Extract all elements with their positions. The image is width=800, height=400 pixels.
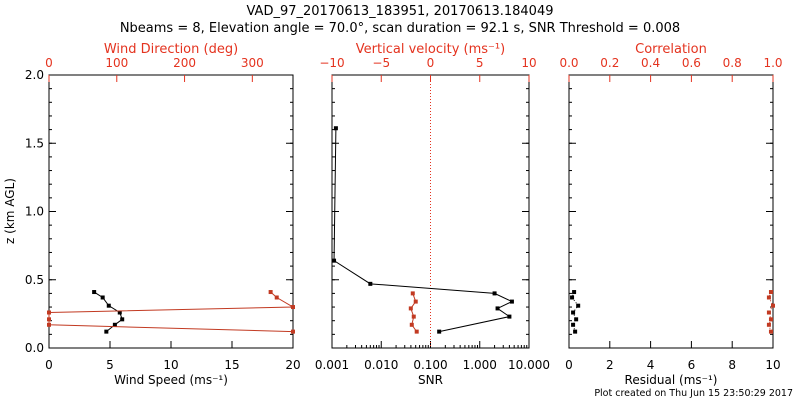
y-axis-label: z (km AGL) xyxy=(3,178,17,244)
wind-wind-speed-point xyxy=(92,290,97,295)
wind-wind-speed-point xyxy=(117,310,122,315)
snr-snr-point xyxy=(492,291,497,296)
panel-residual: 0 2 4 6 8 10 Residual (ms⁻¹) 0.0 0.2 0.4 0.6 0.8 1.0… xyxy=(559,42,782,387)
snr-snr-point xyxy=(437,329,442,334)
y-tick-label: 2.0 xyxy=(25,68,44,82)
top-tick-label: 300 xyxy=(241,56,264,70)
residual-residual-point xyxy=(572,290,577,295)
snr-snr-line xyxy=(333,128,514,333)
top-axis-label: Wind Direction (deg) xyxy=(104,42,238,57)
wind-frame xyxy=(48,74,294,349)
snr-vertical-velocity-point xyxy=(413,299,418,304)
wind-wind-speed-point xyxy=(106,303,111,308)
y-tick-label: 0.0 xyxy=(25,341,44,355)
wind-wind-direction-point xyxy=(268,290,273,295)
wind-wind-direction-point xyxy=(291,305,295,310)
residual-frame xyxy=(568,74,774,349)
top-tick-label: 0.6 xyxy=(682,56,701,70)
snr-vertical-velocity-point xyxy=(409,322,414,327)
x-axis-label: SNR xyxy=(418,373,443,387)
x-tick-label: 1.000 xyxy=(463,358,497,372)
snr-vertical-velocity-point xyxy=(410,291,415,296)
snr-snr-point xyxy=(495,306,500,311)
snr-snr-point xyxy=(368,281,373,286)
top-tick-label: 200 xyxy=(173,56,196,70)
x-tick-label: 5 xyxy=(106,358,114,372)
top-axis-label: Correlation xyxy=(635,42,707,57)
y-tick-label: 1.0 xyxy=(25,205,44,219)
wind-wind-direction-point xyxy=(274,295,279,300)
snr-snr-point xyxy=(332,258,337,263)
residual-correlation-point xyxy=(768,329,773,334)
residual-correlation-point xyxy=(768,290,773,295)
panel-snr: 0.001 0.010 0.100 1.000 10.000 SNR −10 −5 0 5 10 Ve… xyxy=(315,42,550,387)
wind-wind-direction-point xyxy=(47,322,51,327)
top-tick-label: 0 xyxy=(427,56,435,70)
x-tick-label: 20 xyxy=(285,358,300,372)
x-tick-label: 0 xyxy=(565,358,573,372)
residual-residual-point xyxy=(576,303,581,308)
x-axis-label: Wind Speed (ms⁻¹) xyxy=(114,373,228,387)
plot-created-note: Plot created on Thu Jun 15 23:50:29 2017 xyxy=(594,388,793,399)
residual-residual-point xyxy=(571,310,576,315)
figure-subtitle: Nbeams = 8, Elevation angle = 70.0°, sca… xyxy=(120,21,680,36)
top-tick-label: 0.8 xyxy=(723,56,742,70)
top-tick-label: 100 xyxy=(105,56,128,70)
top-tick-label: 0.2 xyxy=(600,56,619,70)
top-tick-label: 0.4 xyxy=(641,56,660,70)
top-tick-label: 10 xyxy=(521,56,536,70)
top-tick-label: 5 xyxy=(476,56,484,70)
x-tick-label: 6 xyxy=(688,358,696,372)
wind-wind-speed-point xyxy=(112,322,117,327)
x-tick-label: 0.010 xyxy=(364,358,398,372)
x-axis-label: Residual (ms⁻¹) xyxy=(625,373,718,387)
snr-vertical-velocity-point xyxy=(414,329,419,334)
x-tick-label: 0 xyxy=(45,358,53,372)
figure-title: VAD_97_20170613_183951, 20170613.184049 xyxy=(247,4,554,19)
top-tick-label: 1.0 xyxy=(763,56,782,70)
top-tick-label: 0.0 xyxy=(559,56,578,70)
x-tick-label: 15 xyxy=(224,358,239,372)
wind-wind-direction-point xyxy=(291,329,295,334)
residual-correlation-point xyxy=(766,322,771,327)
x-tick-label: 10 xyxy=(765,358,780,372)
x-tick-label: 8 xyxy=(728,358,736,372)
x-tick-label: 10 xyxy=(163,358,178,372)
residual-correlation-point xyxy=(766,295,771,300)
residual-residual-point xyxy=(571,322,576,327)
top-axis-label: Vertical velocity (ms⁻¹) xyxy=(356,42,505,57)
residual-correlation-point xyxy=(768,317,773,322)
wind-wind-direction-point xyxy=(47,310,51,315)
residual-residual-point xyxy=(570,295,575,300)
snr-snr-point xyxy=(509,299,514,304)
residual-correlation-point xyxy=(766,310,771,315)
y-tick-label: 1.5 xyxy=(25,136,44,150)
wind-wind-speed-point xyxy=(104,329,109,334)
residual-residual-point xyxy=(574,317,579,322)
x-tick-label: 0.100 xyxy=(413,358,447,372)
snr-snr-point xyxy=(507,314,512,319)
wind-wind-direction-point xyxy=(47,317,51,322)
snr-snr-point xyxy=(333,126,338,131)
wind-wind-speed-point xyxy=(100,295,105,300)
x-tick-label: 10.000 xyxy=(508,358,550,372)
top-tick-label: −10 xyxy=(319,56,344,70)
x-tick-label: 4 xyxy=(647,358,655,372)
y-tick-label: 0.5 xyxy=(25,273,44,287)
wind-wind-direction-line xyxy=(48,291,295,333)
residual-correlation-point xyxy=(771,303,775,308)
snr-vertical-velocity-point xyxy=(408,306,413,311)
snr-vertical-velocity-point xyxy=(411,314,416,319)
residual-residual-point xyxy=(573,329,578,334)
x-tick-label: 0.001 xyxy=(315,358,349,372)
wind-wind-speed-point xyxy=(120,317,125,322)
top-tick-label: 0 xyxy=(45,56,53,70)
x-tick-label: 2 xyxy=(606,358,614,372)
top-tick-label: −5 xyxy=(372,56,390,70)
